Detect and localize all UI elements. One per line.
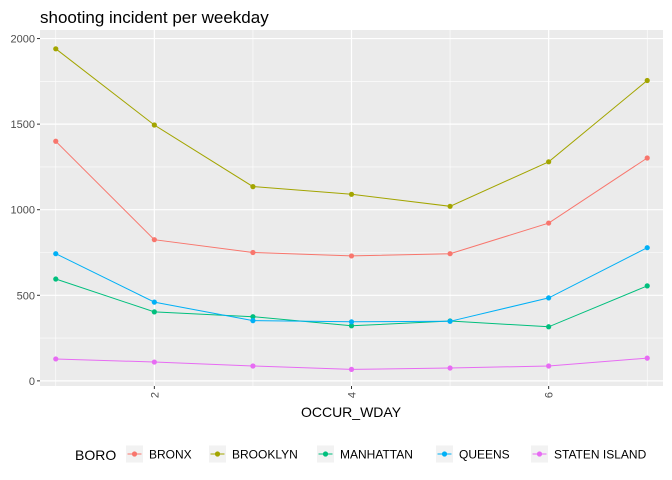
data-point-brooklyn [151, 122, 157, 128]
data-point-bronx [546, 220, 552, 226]
data-point-queens [348, 319, 355, 325]
data-point-bronx [53, 138, 59, 144]
legend-label: BROOKLYN [232, 448, 298, 462]
x-tick-label: 6 [544, 392, 556, 398]
y-tick-label: 0 [29, 376, 35, 388]
legend-key-point [536, 451, 543, 457]
data-point-manhattan [348, 323, 355, 329]
legend-key-point [441, 451, 448, 457]
legend-item-queens: QUEENS [436, 445, 510, 463]
data-point-queens [250, 318, 256, 324]
data-point-brooklyn [348, 191, 355, 197]
legend-label: MANHATTAN [340, 448, 413, 462]
data-point-staten-island [644, 355, 650, 361]
y-axis: 0 500 1000 1500 2000 [11, 34, 40, 388]
data-point-bronx [151, 237, 157, 243]
chart-title: shooting incident per weekday [40, 8, 269, 27]
data-point-manhattan [151, 309, 157, 315]
y-tick-label: 1000 [11, 205, 35, 217]
series-layer [53, 46, 650, 372]
data-point-staten-island [546, 363, 552, 369]
data-point-manhattan [53, 276, 59, 282]
y-tick-label: 2000 [11, 34, 35, 46]
data-point-brooklyn [53, 46, 59, 52]
data-point-staten-island [447, 365, 453, 371]
data-point-manhattan [546, 324, 552, 330]
legend-item-brooklyn: BROOKLYN [209, 445, 298, 463]
legend-key-point [131, 451, 138, 457]
data-point-bronx [644, 155, 650, 161]
y-tick-label: 500 [17, 290, 35, 302]
legend-title: BORO [75, 447, 116, 463]
data-point-queens [151, 299, 157, 305]
data-point-staten-island [250, 363, 256, 369]
data-point-manhattan [644, 283, 650, 289]
data-point-manhattan [250, 314, 256, 320]
data-point-brooklyn [447, 203, 453, 209]
data-point-staten-island [151, 359, 157, 365]
data-point-queens [546, 295, 552, 301]
legend-key-point [322, 451, 329, 457]
data-point-queens [447, 318, 453, 324]
data-point-brooklyn [546, 159, 552, 165]
legend: BORO BRONX BROOKLYN MANHATTAN QUEENS STATEN … [75, 445, 647, 463]
data-point-staten-island [348, 366, 355, 372]
data-point-staten-island [53, 356, 59, 362]
data-point-bronx [250, 249, 256, 256]
legend-item-bronx: BRONX [126, 445, 192, 463]
data-point-queens [644, 245, 650, 251]
data-point-brooklyn [644, 77, 650, 84]
data-point-bronx [348, 253, 355, 259]
data-point-queens [53, 251, 59, 257]
y-tick-label: 1500 [11, 119, 35, 131]
data-point-brooklyn [250, 184, 256, 190]
legend-item-manhattan: MANHATTAN [317, 445, 413, 463]
legend-label: STATEN ISLAND [554, 448, 647, 462]
legend-key-point [214, 451, 221, 457]
x-axis-title: OCCUR_WDAY [301, 404, 402, 420]
legend-label: BRONX [149, 448, 192, 462]
x-tick-label: 2 [149, 392, 161, 398]
grid [40, 30, 663, 386]
x-axis: 2 4 6 [149, 386, 556, 398]
legend-item-staten-island: STATEN ISLAND [531, 445, 647, 463]
data-point-bronx [447, 251, 453, 257]
x-tick-label: 4 [347, 392, 359, 398]
legend-label: QUEENS [459, 448, 510, 462]
